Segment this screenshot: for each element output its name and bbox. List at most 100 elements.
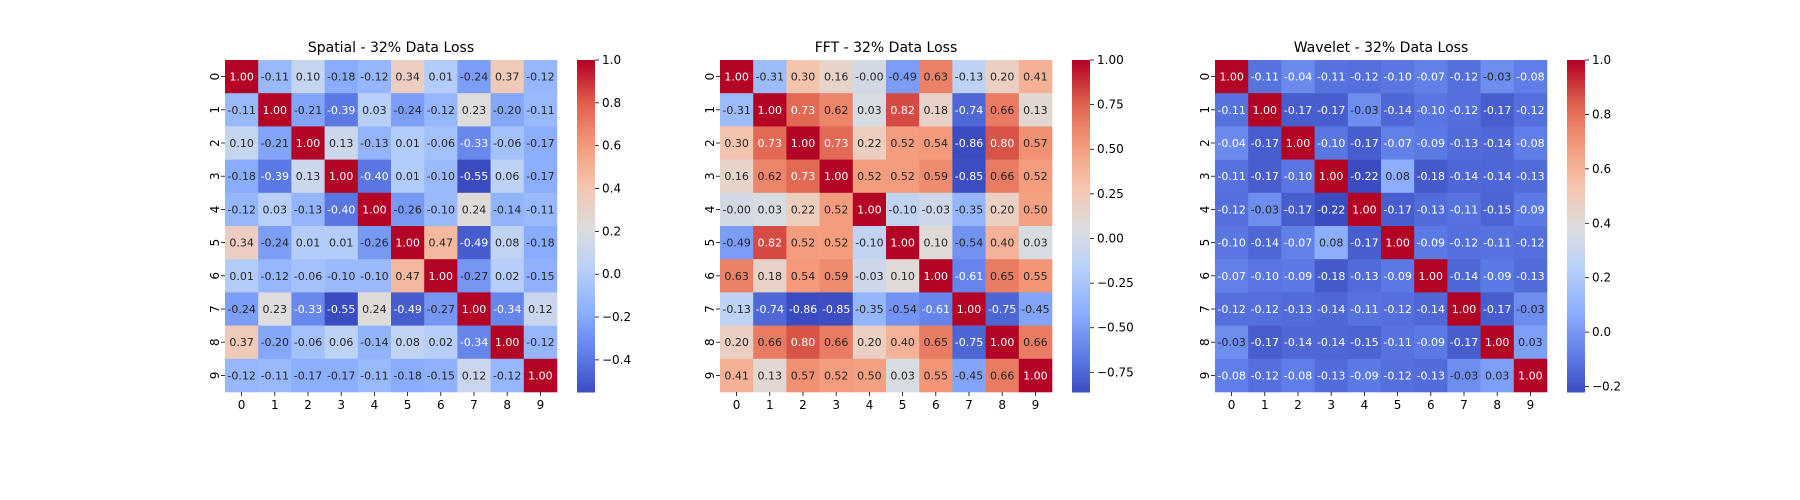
colorbar-segment bbox=[1567, 248, 1585, 252]
cell-value-label: -0.14 bbox=[1383, 104, 1411, 117]
cell-value-label: 0.02 bbox=[495, 270, 520, 283]
colorbar-segment bbox=[1567, 93, 1585, 97]
heatmap-cell bbox=[523, 192, 558, 227]
colorbar-segment bbox=[577, 162, 595, 166]
heatmap-cell bbox=[324, 126, 359, 160]
cell-value-label: -0.03 bbox=[922, 203, 950, 216]
heatmap-cell bbox=[258, 358, 292, 393]
heatmap-cell bbox=[1381, 292, 1415, 326]
cell-value-label: -0.14 bbox=[1251, 237, 1279, 250]
heatmap-cell bbox=[1447, 93, 1481, 127]
heatmap-cell bbox=[985, 93, 1020, 127]
heatmap-cell bbox=[1215, 60, 1249, 94]
colorbar-tick-label: 0.0 bbox=[1592, 325, 1611, 339]
cell-value-label: -0.14 bbox=[1450, 270, 1478, 283]
heatmap-cell bbox=[258, 325, 292, 360]
cell-value-label: -0.03 bbox=[1350, 104, 1378, 117]
cell-value-label: -0.15 bbox=[427, 369, 455, 382]
colorbar-segment bbox=[1567, 131, 1585, 136]
cell-value-label: -0.34 bbox=[460, 336, 488, 349]
heatmap-cell bbox=[490, 126, 525, 160]
colorbar-segment bbox=[577, 187, 595, 191]
colorbar-segment bbox=[1072, 170, 1090, 174]
cell-value-label: -0.13 bbox=[1317, 369, 1345, 382]
colorbar-segment bbox=[1567, 87, 1585, 91]
x-tick-label: 1 bbox=[1261, 398, 1269, 412]
heatmap-cell bbox=[720, 325, 754, 360]
heatmap-cell bbox=[786, 325, 820, 360]
y-tick-label: 9 bbox=[208, 372, 222, 380]
colorbar-segment bbox=[1567, 198, 1585, 202]
cell-value-label: -0.03 bbox=[1450, 369, 1478, 382]
cell-value-label: -0.85 bbox=[822, 303, 850, 316]
heatmap-cell bbox=[1414, 259, 1448, 293]
heatmap-cell bbox=[919, 159, 953, 194]
colorbar-segment bbox=[1072, 217, 1090, 221]
cell-value-label: 1.00 bbox=[296, 137, 321, 150]
y-tick-label: 4 bbox=[1198, 206, 1212, 214]
colorbar-segment bbox=[1072, 270, 1090, 274]
cell-value-label: -0.09 bbox=[1383, 270, 1411, 283]
colorbar-segment bbox=[1072, 76, 1090, 80]
heatmap-cell bbox=[324, 192, 359, 227]
cell-value-label: 1.00 bbox=[528, 369, 553, 382]
heatmap-cell bbox=[985, 126, 1020, 160]
colorbar-tick-label: 1.0 bbox=[1592, 53, 1611, 67]
colorbar-segment bbox=[1072, 347, 1090, 351]
colorbar-segment bbox=[1072, 176, 1090, 180]
colorbar-segment bbox=[1567, 165, 1585, 169]
colorbar-segment bbox=[1567, 253, 1585, 257]
colorbar-segment bbox=[577, 275, 595, 280]
cell-value-label: -0.13 bbox=[1450, 137, 1478, 150]
x-tick-label: 2 bbox=[799, 398, 807, 412]
colorbar-segment bbox=[1072, 134, 1090, 138]
colorbar-segment bbox=[1567, 242, 1585, 246]
cell-value-label: 0.52 bbox=[791, 237, 816, 250]
heatmap-cell bbox=[1480, 259, 1515, 293]
colorbar-segment bbox=[1072, 261, 1090, 266]
cell-value-label: 0.03 bbox=[362, 104, 387, 117]
heatmap-cell bbox=[1215, 358, 1249, 393]
colorbar-segment bbox=[577, 245, 595, 249]
cell-value-label: -0.61 bbox=[955, 270, 983, 283]
colorbar-segment bbox=[1072, 237, 1090, 241]
cell-value-label: 0.23 bbox=[462, 104, 487, 117]
colorbar-segment bbox=[1072, 190, 1090, 194]
cell-value-label: 0.03 bbox=[857, 104, 882, 117]
colorbar-segment bbox=[577, 71, 595, 75]
heatmap-cell bbox=[457, 358, 491, 393]
colorbar-segment bbox=[577, 184, 595, 188]
colorbar-segment bbox=[1072, 118, 1090, 122]
cell-value-label: 0.13 bbox=[758, 369, 783, 382]
heatmap-cell bbox=[1347, 93, 1382, 127]
cell-value-label: -0.09 bbox=[1284, 270, 1312, 283]
colorbar-segment bbox=[1072, 109, 1090, 114]
heatmap-cell bbox=[225, 325, 259, 360]
heatmap-cell bbox=[457, 93, 491, 127]
y-tick-label: 7 bbox=[1198, 305, 1212, 313]
x-tick-label: 5 bbox=[899, 398, 907, 412]
heatmap-cell bbox=[457, 126, 491, 160]
colorbar-segment bbox=[1567, 372, 1585, 376]
heatmap-cell bbox=[952, 192, 986, 227]
colorbar-segment bbox=[577, 123, 595, 127]
colorbar-segment bbox=[1567, 333, 1585, 338]
colorbar-segment bbox=[1567, 250, 1585, 255]
colorbar-tick-label: 0.2 bbox=[602, 224, 621, 238]
colorbar-segment bbox=[577, 178, 595, 183]
colorbar-segment bbox=[1072, 167, 1090, 172]
colorbar-segment bbox=[1072, 115, 1090, 119]
heatmap-cell bbox=[1447, 226, 1481, 260]
heatmap-cell bbox=[919, 259, 953, 293]
colorbar-segment bbox=[1567, 309, 1585, 313]
colorbar-segment bbox=[577, 95, 595, 100]
heatmap-cell bbox=[1018, 226, 1053, 260]
colorbar-segment bbox=[1567, 358, 1585, 363]
cell-value-label: 1.00 bbox=[462, 303, 487, 316]
cell-value-label: 0.73 bbox=[791, 170, 816, 183]
colorbar-segment bbox=[1567, 237, 1585, 241]
heatmap-cell bbox=[225, 226, 259, 260]
heatmap-cell bbox=[1381, 60, 1415, 94]
cell-value-label: 0.40 bbox=[890, 336, 915, 349]
heatmap-cell bbox=[1513, 192, 1548, 227]
